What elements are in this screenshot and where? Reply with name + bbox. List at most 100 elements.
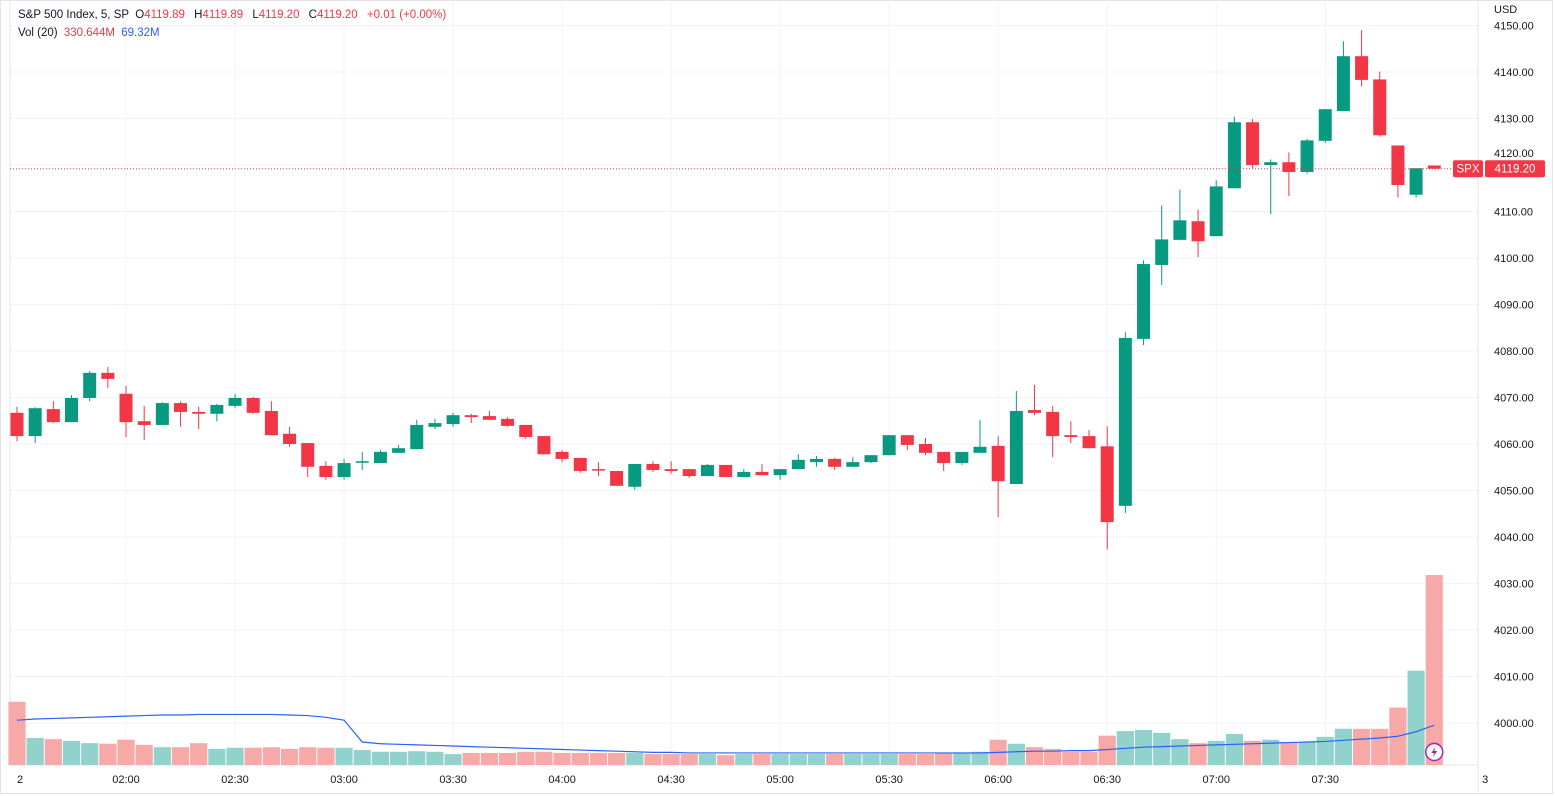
candle-down[interactable]: [591, 469, 605, 471]
price-badge-label: 4119.20: [1495, 164, 1536, 176]
candle-up[interactable]: [1209, 186, 1223, 237]
candle-up[interactable]: [1009, 410, 1023, 484]
candle-up[interactable]: [83, 372, 97, 398]
candle-down[interactable]: [174, 403, 188, 412]
candle-down[interactable]: [1391, 145, 1405, 185]
candle-up[interactable]: [773, 469, 787, 476]
volume-bar: [26, 737, 44, 765]
low-value: 4119.20: [258, 9, 300, 21]
candle-down[interactable]: [1082, 436, 1096, 449]
candle-down[interactable]: [119, 393, 133, 423]
candle-down[interactable]: [264, 410, 278, 436]
volume-bar: [589, 752, 608, 765]
candle-down[interactable]: [1100, 446, 1114, 523]
candle-down[interactable]: [1355, 56, 1369, 80]
candle-down[interactable]: [664, 469, 678, 471]
candle-down[interactable]: [937, 451, 951, 464]
candle-up[interactable]: [791, 459, 805, 470]
volume-bar: [880, 754, 898, 765]
candle-up[interactable]: [1137, 264, 1151, 339]
candle-down[interactable]: [192, 411, 206, 414]
candle-up[interactable]: [446, 415, 460, 425]
candle-up[interactable]: [882, 435, 896, 456]
candle-up[interactable]: [65, 397, 79, 423]
candle-down[interactable]: [319, 465, 333, 478]
candle-down[interactable]: [1282, 162, 1296, 172]
candle-down[interactable]: [755, 471, 769, 476]
volume-bar: [1062, 751, 1080, 765]
candle-down[interactable]: [501, 418, 515, 426]
symbol-title[interactable]: S&P 500 Index, 5, SP: [18, 9, 130, 21]
volume-bar: [335, 747, 353, 765]
candle-down[interactable]: [519, 424, 533, 438]
volume-bar: [8, 701, 26, 765]
candle-down[interactable]: [1046, 411, 1060, 437]
candle-up[interactable]: [410, 424, 424, 450]
candle-up[interactable]: [428, 423, 442, 427]
candle-up[interactable]: [373, 451, 387, 464]
volume-bar: [1225, 733, 1243, 765]
volume-bar: [1352, 728, 1371, 765]
candle-down[interactable]: [1427, 165, 1441, 169]
candle-up[interactable]: [1336, 56, 1350, 112]
candle-up[interactable]: [337, 463, 351, 478]
candle-down[interactable]: [101, 372, 115, 379]
candle-up[interactable]: [210, 404, 224, 414]
candle-up[interactable]: [155, 403, 169, 425]
candle-up[interactable]: [355, 461, 369, 463]
y-tick-label: 4040.00: [1494, 532, 1534, 544]
candle-down[interactable]: [246, 397, 260, 413]
volume-bar: [226, 747, 244, 765]
candle-up[interactable]: [1118, 337, 1132, 506]
candle-down[interactable]: [919, 444, 932, 453]
candle-up[interactable]: [228, 397, 242, 406]
volume-label[interactable]: Vol (20): [18, 27, 58, 39]
candle-down[interactable]: [283, 433, 297, 444]
candle-down[interactable]: [301, 443, 315, 467]
candle-down[interactable]: [900, 435, 914, 445]
candle-up[interactable]: [737, 471, 751, 478]
candle-down[interactable]: [828, 458, 842, 467]
candle-down[interactable]: [1191, 221, 1205, 242]
candle-down[interactable]: [555, 451, 569, 459]
candle-up[interactable]: [392, 448, 406, 453]
candle-down[interactable]: [573, 457, 587, 471]
candle-up[interactable]: [1318, 109, 1332, 141]
candle-up[interactable]: [809, 458, 823, 463]
candle-down[interactable]: [682, 469, 696, 477]
candle-up[interactable]: [1264, 162, 1278, 165]
candle-down[interactable]: [482, 416, 496, 420]
candle-down[interactable]: [10, 412, 24, 437]
candle-up[interactable]: [846, 462, 860, 467]
candle-down[interactable]: [1246, 122, 1260, 165]
candle-down[interactable]: [137, 421, 151, 425]
volume-bar: [1153, 732, 1171, 765]
candle-up[interactable]: [1409, 168, 1423, 195]
candle-up[interactable]: [1227, 122, 1241, 189]
volume-bar: [81, 743, 99, 765]
candle-up[interactable]: [1300, 140, 1314, 172]
candle-up[interactable]: [1173, 220, 1187, 240]
candle-up[interactable]: [628, 463, 642, 487]
candle-up[interactable]: [864, 455, 878, 463]
volume-bar: [498, 752, 517, 765]
candle-up[interactable]: [955, 451, 969, 464]
candle-down[interactable]: [646, 463, 660, 471]
candle-up[interactable]: [973, 446, 987, 453]
volume-ma-line: [16, 713, 1435, 754]
candle-down[interactable]: [610, 470, 624, 486]
candle-up[interactable]: [28, 408, 42, 437]
candle-down[interactable]: [464, 415, 478, 418]
candle-down[interactable]: [991, 445, 1005, 482]
candle-down[interactable]: [1064, 435, 1078, 438]
low-label: L: [252, 9, 259, 21]
candle-down[interactable]: [719, 464, 733, 478]
candle-up[interactable]: [700, 464, 714, 477]
candle-down[interactable]: [1373, 79, 1387, 136]
candle-up[interactable]: [1155, 239, 1169, 265]
candle-down[interactable]: [1028, 410, 1042, 413]
candle-down[interactable]: [537, 436, 551, 455]
candle-down[interactable]: [46, 409, 60, 423]
volume-bar: [844, 754, 862, 765]
